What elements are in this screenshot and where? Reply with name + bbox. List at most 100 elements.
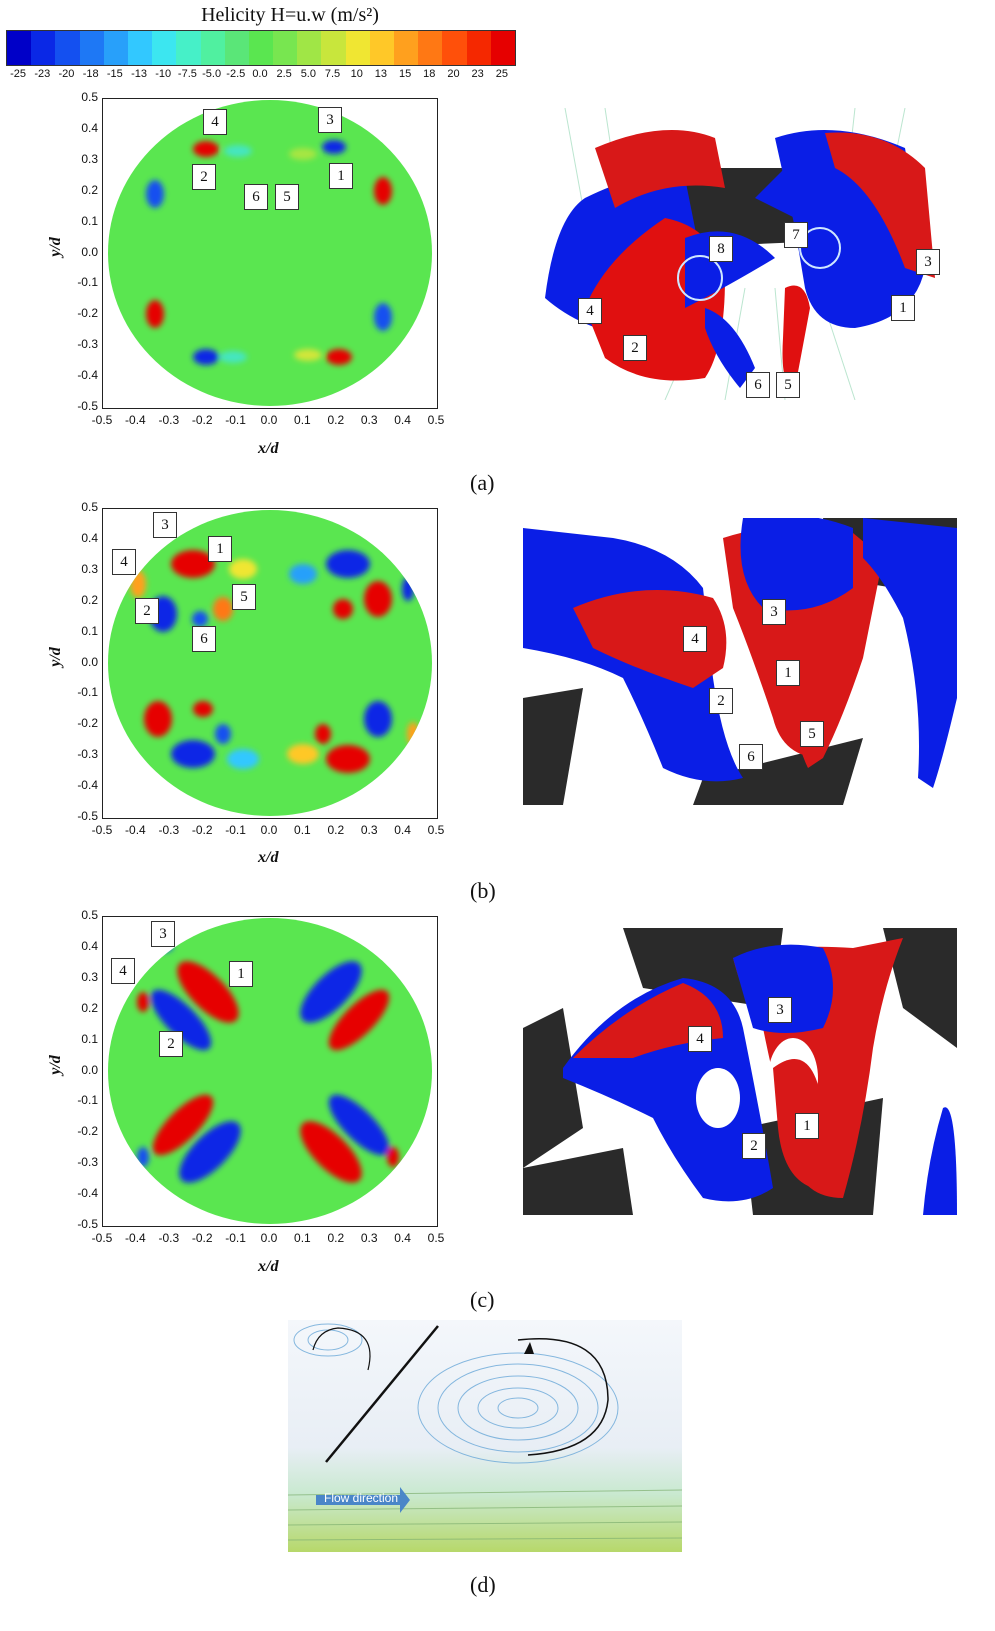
colorbar-tick: -20	[58, 68, 75, 80]
x-tick-label: -0.5	[91, 823, 113, 837]
colorbar-tick: -2.5	[226, 68, 246, 80]
y-tick-label: -0.2	[77, 716, 98, 731]
y-tick-label: 0.3	[81, 561, 98, 576]
colorbar-tick: -15	[106, 68, 123, 80]
colorbar-tick: -10	[155, 68, 172, 80]
render-marker: 5	[776, 372, 800, 398]
caption-c: (c)	[470, 1287, 495, 1312]
colorbar-tick: 10	[350, 68, 363, 80]
colorbar-swatch	[297, 31, 322, 65]
y-tick-label: 0.5	[81, 500, 98, 514]
y-tick-label: 0.4	[81, 120, 98, 135]
colorbar-tick: 0.0	[252, 68, 268, 80]
x-tick-label: 0.5	[427, 413, 445, 427]
contour-marker: 5	[232, 584, 256, 610]
colorbar-tick: -13	[131, 68, 147, 80]
contour-plot-b	[102, 508, 438, 819]
colorbar-tick: 15	[398, 68, 412, 80]
contour-marker: 4	[112, 549, 136, 575]
y-tick-label: 0.2	[81, 1000, 98, 1015]
y-tick-label: 0.1	[81, 623, 98, 638]
colorbar-tick: -7.5	[177, 68, 197, 80]
x-tick-label: -0.2	[191, 413, 213, 427]
x-tick-label: 0.1	[294, 823, 311, 837]
x-tick-label: 0.3	[360, 413, 378, 427]
x-tick-label: -0.4	[125, 1231, 146, 1245]
colorbar-tick: -25	[10, 68, 27, 80]
y-tick-label: 0.1	[81, 1031, 98, 1046]
contour-marker: 2	[135, 598, 159, 624]
x-tick-label: 0.4	[394, 1231, 411, 1245]
x-tick-label: -0.4	[125, 413, 146, 427]
x-tick-label: -0.2	[191, 823, 213, 837]
contour-marker: 1	[329, 163, 353, 189]
contour-field-c	[108, 918, 432, 1224]
colorbar-swatch	[248, 31, 274, 65]
render-marker: 2	[623, 335, 647, 361]
streamline-render-d: Flow direction	[288, 1320, 682, 1552]
vortex-render-b: 3 4 1 2 5 6	[523, 518, 957, 805]
y-tick-label: -0.3	[77, 1155, 98, 1170]
render-marker: 2	[742, 1133, 766, 1159]
x-tick-label: -0.5	[91, 413, 113, 427]
x-tick-label: 0.5	[427, 1231, 445, 1245]
vortex-render-a: 8 7 3 4 1 2 6 5	[525, 108, 957, 400]
contour-marker: 2	[159, 1031, 183, 1057]
y-tick-label: -0.1	[77, 1093, 98, 1108]
x-axis-label-c: x/d	[258, 1258, 279, 1275]
x-tick-label: -0.3	[158, 413, 180, 427]
colorbar-tick: 5.0	[300, 68, 316, 80]
render-marker: 4	[688, 1026, 712, 1052]
colorbar-title: Helicity H=u.w (m/s²)	[201, 4, 379, 26]
y-tick-label: 0.1	[81, 213, 98, 228]
colorbar-swatch	[442, 31, 467, 65]
x-tick-label: 0.5	[427, 823, 445, 837]
render-marker: 5	[800, 721, 824, 747]
render-marker: 3	[916, 249, 940, 275]
y-tick-label: -0.1	[77, 275, 98, 290]
y-tick-label: 0.4	[81, 938, 98, 953]
colorbar-swatch	[200, 31, 225, 65]
x-tick-label: 0.2	[327, 823, 345, 837]
colorbar-swatch	[7, 31, 32, 65]
contour-field-a	[108, 100, 432, 406]
contour-marker: 6	[244, 184, 268, 210]
y-tick-label: 0.2	[81, 592, 98, 607]
colorbar-swatch	[176, 31, 201, 65]
render-marker: 4	[578, 298, 602, 324]
render-marker: 2	[709, 688, 733, 714]
render-marker: 3	[762, 599, 786, 625]
streamline-field-d	[288, 1320, 682, 1552]
colorbar-swatch	[418, 31, 443, 65]
colorbar-swatch	[79, 31, 104, 65]
render-marker: 6	[739, 744, 763, 770]
colorbar-swatch	[321, 31, 346, 65]
colorbar-tick: -5.0	[202, 68, 222, 80]
colorbar-tick: 25	[495, 68, 508, 80]
y-tick-label: 0.0	[81, 654, 98, 669]
y-tick-label: -0.2	[77, 306, 98, 321]
colorbar-tick: 13	[374, 68, 388, 80]
contour-marker: 5	[275, 184, 299, 210]
y-tick-label: -0.4	[77, 368, 98, 383]
y-tick-label: -0.2	[77, 1124, 98, 1139]
contour-marker: 4	[111, 958, 135, 984]
y-tick-label: 0.5	[81, 90, 98, 104]
y-tick-label: 0.3	[81, 969, 98, 984]
colorbar-swatch	[369, 31, 394, 65]
colorbar-tick: 7.5	[324, 68, 341, 80]
contour-marker: 2	[192, 164, 216, 190]
x-tick-label: -0.1	[225, 1231, 246, 1245]
x-tick-label: 0.0	[260, 413, 278, 427]
x-tick-label: -0.4	[125, 823, 146, 837]
y-tick-label: 0.2	[81, 182, 98, 197]
y-tick-label: -0.5	[77, 399, 98, 413]
x-tick-label: 0.4	[394, 413, 411, 427]
x-tick-label: 0.2	[327, 413, 345, 427]
colorbar-tick: -18	[82, 68, 99, 80]
caption-a: (a)	[470, 470, 495, 495]
contour-field-b	[108, 510, 432, 816]
colorbar-tick: 20	[447, 68, 460, 80]
vortex-render-c: 3 4 2 1	[523, 928, 957, 1215]
x-tick-label: 0.4	[394, 823, 411, 837]
